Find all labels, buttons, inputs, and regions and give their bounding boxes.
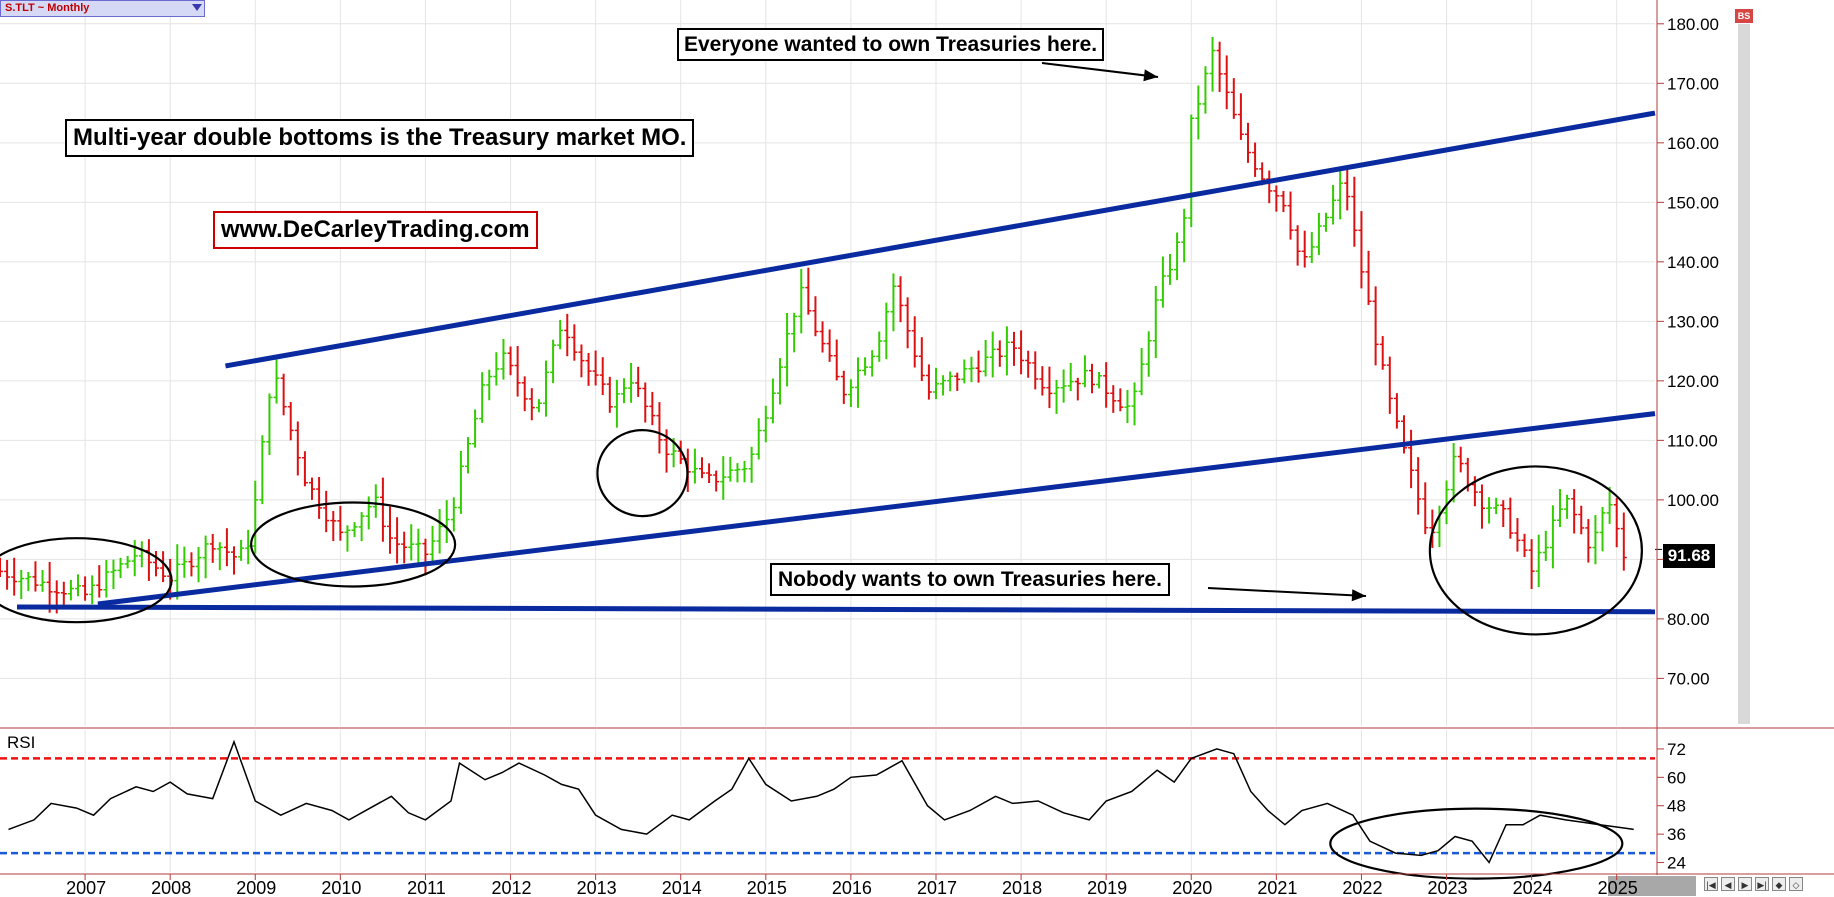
zoom-out-icon[interactable]: ◇ bbox=[1789, 877, 1803, 891]
time-tick-label: 2013 bbox=[577, 878, 617, 897]
channel-upper-line bbox=[225, 110, 1656, 369]
next-page-icon[interactable]: ▶ bbox=[1738, 877, 1752, 891]
annotation-overlays bbox=[0, 62, 1662, 880]
prev-page-icon[interactable]: ◀ bbox=[1721, 877, 1735, 891]
price-tick-label: 100.00 bbox=[1667, 491, 1719, 510]
annotation-website: www.DeCarleyTrading.com bbox=[213, 211, 538, 249]
symbol-label: S.TLT ~ Monthly bbox=[5, 2, 90, 14]
time-scroll-thumb bbox=[1608, 876, 1696, 896]
last-page-icon[interactable]: ▶| bbox=[1755, 877, 1769, 891]
rsi-series bbox=[8, 739, 1634, 864]
annotation-nobody: Nobody wants to own Treasuries here. bbox=[770, 563, 1170, 596]
rsi-tick-label: 72 bbox=[1667, 740, 1686, 759]
rsi-tick-label: 60 bbox=[1667, 768, 1686, 787]
price-tick-label: 130.00 bbox=[1667, 312, 1719, 331]
time-tick-label: 2018 bbox=[1002, 878, 1042, 897]
rsi-panel-label: RSI bbox=[7, 733, 35, 752]
symbol-selector[interactable]: S.TLT ~ Monthly bbox=[0, 0, 205, 17]
price-tick-label: 120.00 bbox=[1667, 372, 1719, 391]
annotation-everyone: Everyone wanted to own Treasuries here. bbox=[677, 28, 1105, 61]
time-tick-label: 2016 bbox=[832, 878, 872, 897]
time-tick-label: 2012 bbox=[492, 878, 532, 897]
annotation-arrow-top bbox=[1041, 62, 1159, 78]
highlight-ellipse bbox=[250, 501, 457, 588]
support-line bbox=[17, 604, 1656, 615]
time-tick-label: 2022 bbox=[1342, 878, 1382, 897]
time-tick-label: 2015 bbox=[747, 878, 787, 897]
price-tick-label: 180.00 bbox=[1667, 15, 1719, 34]
time-tick-label: 2011 bbox=[407, 878, 446, 897]
chevron-down-icon[interactable] bbox=[192, 4, 202, 11]
annotation-arrow-top-head bbox=[1143, 69, 1158, 82]
scrollbar-track bbox=[1738, 24, 1750, 724]
annotation-arrow-bottom bbox=[1207, 587, 1367, 597]
time-tick-label: 2008 bbox=[151, 878, 191, 897]
buy-sell-badge[interactable]: BS bbox=[1735, 9, 1753, 23]
zoom-in-icon[interactable]: ◆ bbox=[1772, 877, 1786, 891]
annotation-multi-year: Multi-year double bottoms is the Treasur… bbox=[65, 119, 695, 157]
time-tick-label: 2017 bbox=[917, 878, 957, 897]
price-tick-label: 160.00 bbox=[1667, 134, 1719, 153]
last-price-label: 91.68 bbox=[1663, 544, 1715, 568]
highlight-ellipse bbox=[0, 537, 173, 624]
price-tick-label: 70.00 bbox=[1667, 669, 1710, 688]
time-tick-label: 2020 bbox=[1172, 878, 1212, 897]
price-tick-label: 150.00 bbox=[1667, 193, 1719, 212]
rsi-tick-label: 24 bbox=[1667, 854, 1686, 873]
annotation-arrow-bottom-head bbox=[1351, 589, 1366, 602]
ohlc-bars bbox=[0, 36, 1627, 614]
channel-middle-line bbox=[97, 411, 1656, 607]
price-tick-label: 170.00 bbox=[1667, 74, 1719, 93]
rsi-highlight-ellipse bbox=[1329, 807, 1624, 880]
first-page-icon[interactable]: |◀ bbox=[1704, 877, 1718, 891]
time-tick-label: 2014 bbox=[662, 878, 702, 897]
price-tick-label: 140.00 bbox=[1667, 253, 1719, 272]
time-tick-label: 2023 bbox=[1428, 878, 1468, 897]
rsi-line bbox=[8, 739, 1634, 864]
price-tick-label: 80.00 bbox=[1667, 610, 1710, 629]
time-tick-label: 2010 bbox=[321, 878, 361, 897]
time-tick-label: 2009 bbox=[236, 878, 276, 897]
highlight-ellipse bbox=[596, 428, 689, 518]
time-tick-label: 2024 bbox=[1513, 878, 1553, 897]
price-tick-label: 110.00 bbox=[1667, 431, 1718, 450]
time-tick-label: 2019 bbox=[1087, 878, 1127, 897]
rsi-gridlines bbox=[0, 730, 1655, 872]
time-tick-label: 2025 bbox=[1598, 878, 1638, 897]
time-tick-label: 2021 bbox=[1257, 878, 1297, 897]
rsi-tick-label: 36 bbox=[1667, 825, 1686, 844]
time-tick-label: 2007 bbox=[66, 878, 106, 897]
highlight-ellipse bbox=[1428, 465, 1643, 636]
rsi-tick-label: 48 bbox=[1667, 797, 1686, 816]
